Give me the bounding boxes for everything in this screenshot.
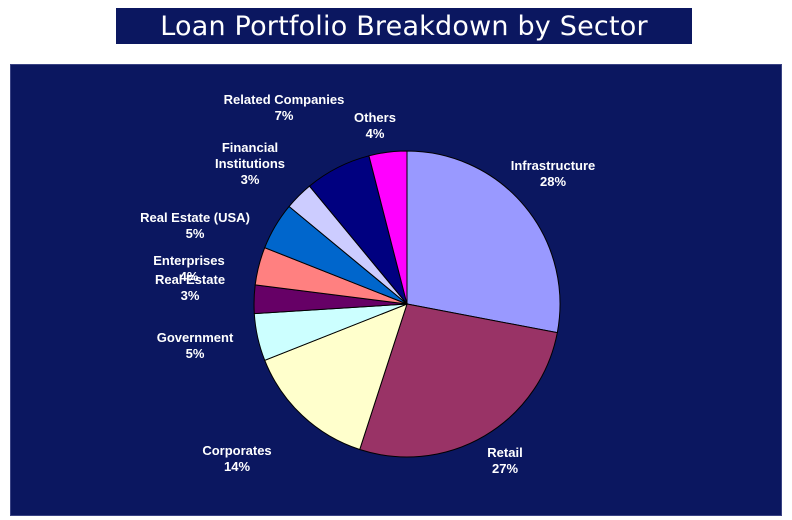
slice-name-label: Related Companies bbox=[224, 92, 345, 107]
chart-panel: Infrastructure 28% Retail 27% Corporates 14% G… bbox=[10, 64, 782, 516]
slice-name-label: Government bbox=[157, 330, 234, 345]
slice-value-label: 7% bbox=[275, 108, 294, 123]
pie-slice-others bbox=[368, 150, 408, 305]
slice-name-label: Infrastructure bbox=[511, 158, 596, 173]
slice-value-label: 4% bbox=[180, 269, 199, 284]
slice-value-label: 14% bbox=[224, 459, 250, 474]
slice-value-label: 5% bbox=[186, 226, 205, 241]
slice-name-label: Real Estate (USA) bbox=[140, 210, 250, 225]
slice-name-label: Financial bbox=[222, 140, 278, 155]
slice-name-label: Institutions bbox=[215, 156, 285, 171]
slice-name-label: Real Estate bbox=[155, 272, 225, 287]
slice-value-label: 4% bbox=[366, 126, 385, 141]
slice-value-label: 27% bbox=[492, 461, 518, 476]
pie-slice-retail bbox=[359, 303, 558, 458]
slice-value-label: 3% bbox=[181, 288, 200, 303]
pie-slice-infrastructure bbox=[406, 150, 561, 334]
slice-value-label: 28% bbox=[540, 174, 566, 189]
slice-value-label: 5% bbox=[186, 346, 205, 361]
pie-slice-corporates bbox=[264, 303, 408, 451]
page-title: Loan Portfolio Breakdown by Sector bbox=[116, 8, 692, 44]
slice-name-label: Others bbox=[354, 110, 396, 125]
slice-name-label: Retail bbox=[487, 445, 522, 460]
slice-value-label: 3% bbox=[241, 172, 260, 187]
slice-label-real-estate-usa-: Real Estate (USA)5% bbox=[140, 210, 250, 241]
slice-name-label: Corporates bbox=[202, 443, 271, 458]
slice-name-label: Enterprises bbox=[153, 253, 225, 268]
